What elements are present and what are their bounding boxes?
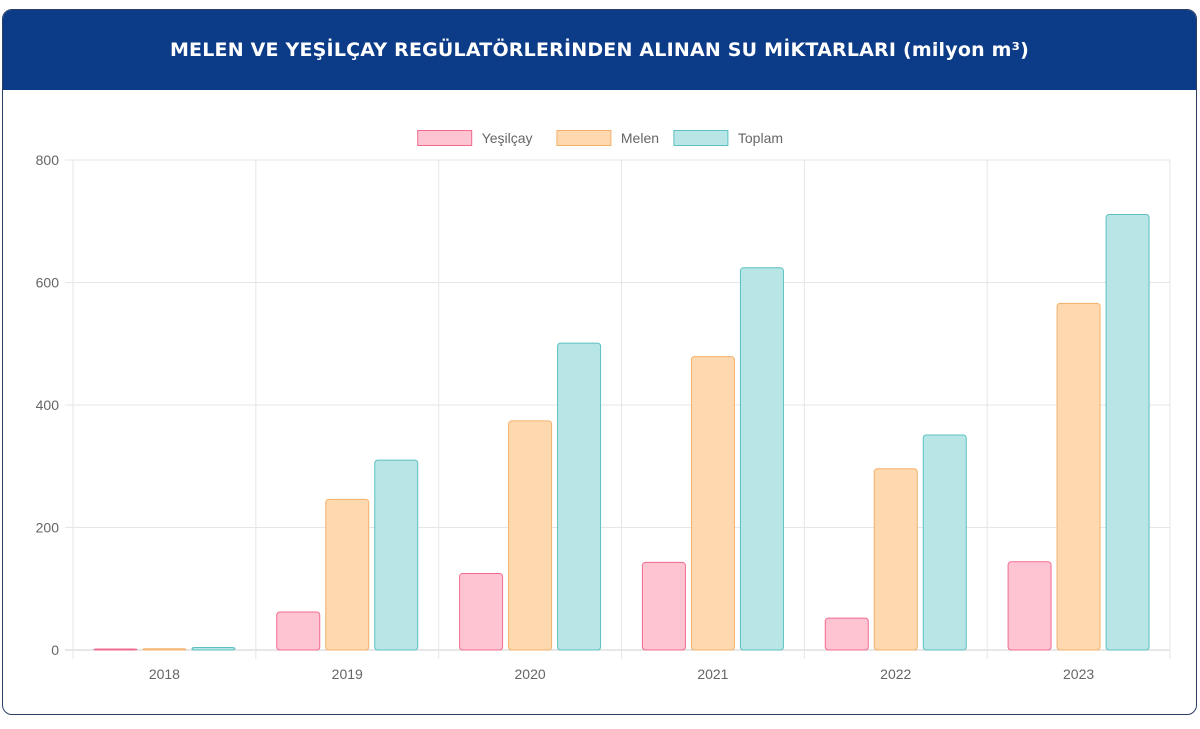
legend-label: Melen (621, 130, 659, 146)
bar (690, 356, 735, 651)
bar (1105, 214, 1150, 651)
legend-label: Yeşilçay (482, 130, 533, 146)
bar (191, 647, 236, 651)
legend-swatch (417, 130, 473, 146)
y-tick-label: 400 (36, 397, 60, 413)
legend-swatch (556, 130, 612, 146)
bar (873, 468, 918, 651)
bar (508, 420, 553, 651)
x-tick-label: 2023 (1063, 666, 1094, 682)
bar (142, 648, 187, 651)
x-tick-label: 2022 (880, 666, 911, 682)
legend-label: Toplam (738, 130, 783, 146)
chart-title: MELEN VE YEŞİLÇAY REGÜLATÖRLERİNDEN ALIN… (169, 39, 1030, 61)
x-tick-label: 2021 (697, 666, 728, 682)
y-tick-label: 200 (36, 520, 60, 536)
bar (93, 648, 138, 651)
bar (459, 572, 504, 651)
x-tick-label: 2020 (515, 666, 546, 682)
chart-header: MELEN VE YEŞİLÇAY REGÜLATÖRLERİNDEN ALIN… (3, 10, 1196, 90)
bar (1056, 302, 1101, 651)
legend-swatch (673, 130, 729, 146)
bar (276, 611, 321, 651)
y-tick-label: 800 (36, 152, 60, 168)
bar (1007, 561, 1052, 651)
bar (325, 498, 370, 651)
y-tick-label: 0 (51, 642, 59, 658)
bar (557, 342, 602, 651)
x-tick-label: 2019 (332, 666, 363, 682)
bar (374, 459, 419, 651)
bar (824, 617, 869, 651)
bar (739, 267, 784, 651)
bar (641, 561, 686, 651)
y-tick-label: 600 (36, 275, 60, 291)
bar (922, 434, 967, 651)
x-tick-label: 2018 (149, 666, 180, 682)
